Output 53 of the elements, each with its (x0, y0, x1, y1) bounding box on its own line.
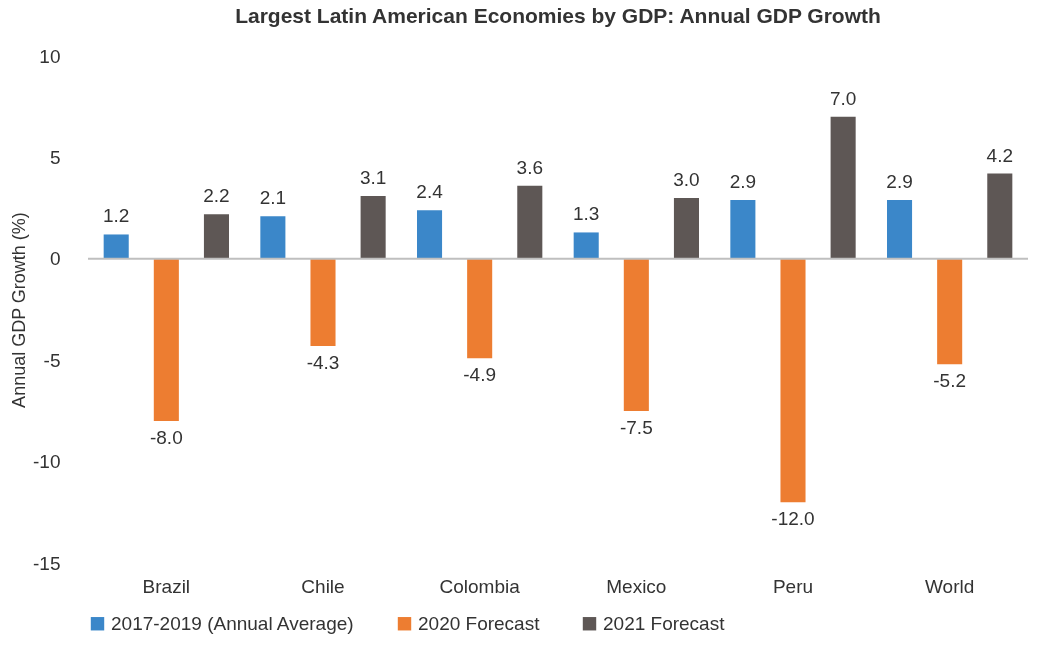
data-label: 4.2 (986, 144, 1014, 166)
y-tick-label: -15 (33, 552, 61, 574)
bar (573, 232, 599, 259)
legend-label: 2020 Forecast (418, 612, 541, 634)
bar (673, 197, 699, 259)
bar (153, 258, 179, 422)
bar (260, 216, 286, 259)
y-axis-title: Annual GDP Growth (%) (9, 212, 30, 408)
bar (937, 258, 963, 365)
data-label: -12.0 (771, 508, 815, 530)
bar (103, 234, 129, 259)
data-label: 3.1 (359, 166, 387, 188)
data-label: 2.2 (203, 185, 230, 207)
bar (467, 258, 493, 359)
data-label: 1.2 (102, 205, 130, 227)
bar (987, 173, 1013, 259)
bar (830, 116, 856, 259)
data-label: 2.9 (729, 170, 757, 192)
bar (887, 199, 913, 259)
bar (203, 214, 229, 259)
bar (780, 258, 806, 503)
x-tick-label: Mexico (606, 575, 667, 597)
chart-title: Largest Latin American Economies by GDP: Annual GDP Growth (235, 4, 881, 27)
legend-label: 2021 Forecast (603, 612, 726, 634)
y-tick-label: -10 (33, 451, 61, 473)
x-tick-label: World (925, 575, 975, 597)
data-label: 7.0 (829, 87, 857, 109)
bar (517, 185, 543, 259)
data-label: 3.0 (673, 168, 700, 190)
data-label: 2.1 (259, 187, 287, 209)
y-tick-label: 5 (49, 146, 61, 168)
data-label: 2.4 (416, 181, 444, 203)
x-tick-label: Peru (772, 575, 814, 597)
data-label: 3.6 (516, 156, 544, 178)
data-label: -4.3 (306, 352, 340, 373)
bar (417, 210, 443, 259)
y-tick-label: 0 (49, 248, 61, 270)
x-tick-label: Brazil (142, 575, 191, 597)
data-label: -4.9 (463, 364, 497, 386)
bar (310, 258, 336, 346)
bar (730, 199, 756, 259)
data-label: -7.5 (619, 416, 653, 438)
bar (623, 258, 649, 411)
x-tick-label: Chile (301, 575, 345, 597)
y-tick-label: -5 (43, 349, 61, 371)
legend-label: 2017-2019 (Annual Average) (111, 612, 354, 634)
y-tick-label: 10 (39, 45, 61, 67)
data-label: 1.3 (572, 203, 600, 225)
bar (360, 195, 386, 259)
data-label: 2.9 (886, 170, 913, 192)
data-label: -5.2 (933, 370, 967, 392)
data-label: -8.0 (149, 427, 183, 449)
x-tick-label: Colombia (439, 575, 521, 597)
